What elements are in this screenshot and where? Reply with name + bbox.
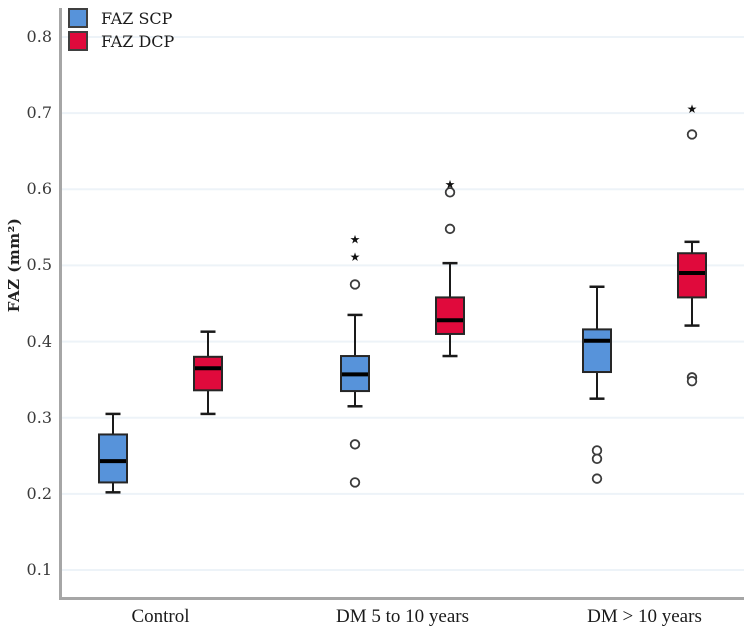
legend-swatch-dcp-icon <box>68 31 88 51</box>
y-tick-label: 0.1 <box>26 560 52 579</box>
box-faz-scp-2 <box>582 328 612 374</box>
y-tick-label: 0.7 <box>26 103 52 123</box>
y-tick-label: 0.5 <box>26 255 52 275</box>
legend-item-dcp: FAZ DCP <box>68 31 174 51</box>
legend-item-scp: FAZ SCP <box>68 8 174 28</box>
x-category-label: DM > 10 years <box>587 606 702 627</box>
outlier-circle <box>349 439 361 450</box>
legend: FAZ SCP FAZ DCP <box>68 8 174 51</box>
box-faz-dcp-1 <box>435 296 465 335</box>
outlier-star: ★ <box>687 102 698 116</box>
outlier-circle <box>686 129 698 140</box>
outlier-circle <box>591 453 603 465</box>
y-tick-label: 0.4 <box>26 331 52 351</box>
outlier-circle <box>349 279 361 290</box>
outlier-star: ★ <box>445 177 456 191</box>
y-tick-label: 0.6 <box>26 179 52 199</box>
box-faz-dcp-0 <box>193 355 223 392</box>
legend-swatch-scp-icon <box>68 8 88 28</box>
y-tick-label: 0.3 <box>26 407 52 427</box>
outlier-circle <box>444 187 456 198</box>
outlier-star: ★ <box>350 232 361 246</box>
outlier-circle <box>591 445 603 456</box>
legend-label-dcp: FAZ DCP <box>101 31 175 51</box>
outlier-circle <box>444 223 456 235</box>
y-tick-label: 0.8 <box>26 27 52 46</box>
box-faz-dcp-2 <box>677 252 707 299</box>
legend-label-scp: FAZ SCP <box>101 8 173 28</box>
x-category-label: Control <box>131 606 190 627</box>
y-tick-label: 0.2 <box>26 483 52 503</box>
box-faz-scp-0 <box>98 433 128 484</box>
outlier-star: ★ <box>350 250 361 264</box>
outlier-circle <box>686 375 698 387</box>
outlier-circle <box>591 473 603 484</box>
outlier-circle <box>349 477 361 488</box>
x-category-label: DM 5 to 10 years <box>336 606 469 627</box>
